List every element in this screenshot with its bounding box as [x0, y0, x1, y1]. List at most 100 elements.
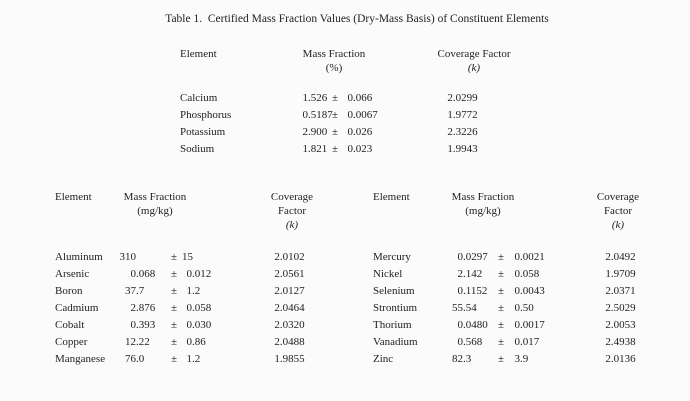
coverage-factor-value: 1.9943 [447, 143, 478, 155]
mass-fraction-value-int: 0 [457, 251, 464, 263]
coverage-factor-value: 2.0299 [447, 92, 478, 104]
plus-minus-sign: ± [170, 319, 178, 331]
mass-fraction-value-int: 82 [452, 353, 463, 365]
plus-minus-sign: ± [331, 143, 339, 155]
percent-col-header-element: Element [180, 48, 217, 60]
uncertainty-value-int: 0 [347, 109, 354, 121]
coverage-factor-value: 2.0136 [605, 353, 636, 365]
element-name: Arsenic [55, 268, 90, 280]
mass-fraction-value-frac: .0 [136, 353, 145, 365]
element-name: Strontium [373, 302, 418, 314]
mass-fraction-value-frac: .22 [136, 336, 150, 348]
uncertainty-value-frac: .058 [520, 268, 540, 280]
plus-minus-sign: ± [170, 251, 178, 263]
mgkg-left-col-header-element: Element [55, 191, 92, 203]
mgkg-right-col-header-k-symbol: (k) [611, 219, 625, 231]
plus-minus-sign: ± [170, 285, 178, 297]
coverage-factor-value: 2.4938 [605, 336, 636, 348]
coverage-factor-value: 2.0371 [605, 285, 636, 297]
table-row: Arsenic 0 .068 ± 0 .012 2.0561 [55, 266, 327, 283]
mass-fraction-value-int: 0 [130, 268, 137, 280]
mgkg-left-col-header-coverage: Coverage [270, 191, 314, 203]
plus-minus-sign: ± [331, 109, 339, 121]
element-name: Copper [55, 336, 88, 348]
uncertainty-value-int: 0 [514, 336, 521, 348]
uncertainty-value-frac: .9 [520, 353, 529, 365]
mass-fraction-value-int: 37 [125, 285, 136, 297]
uncertainty-value-frac: .0067 [353, 109, 378, 121]
percent-col-header-unit: (%) [325, 62, 343, 74]
percent-table-rows: Calcium 1 .526 ± 0 .066 2.0299 Phosphoru… [180, 90, 500, 158]
coverage-factor-value: 1.9855 [274, 353, 305, 365]
plus-minus-sign: ± [497, 251, 505, 263]
uncertainty-value-frac [192, 249, 252, 266]
mass-fraction-value-int: 12 [125, 336, 136, 348]
uncertainty-value-int: 1 [186, 353, 193, 365]
mass-fraction-value-frac [136, 249, 166, 266]
mass-fraction-value-int: 2 [130, 302, 137, 314]
uncertainty-value-frac: .066 [353, 92, 373, 104]
table-row: Cobalt 0 .393 ± 0 .030 2.0320 [55, 317, 327, 334]
uncertainty-value-frac: .2 [192, 353, 201, 365]
element-name: Manganese [55, 353, 106, 365]
uncertainty-value-int: 0 [186, 268, 193, 280]
table-row: Mercury 0 .0297 ± 0 .0021 2.0492 [373, 249, 658, 266]
mass-fraction-value-int: 2 [302, 126, 309, 138]
mass-fraction-value-int: 310 [119, 251, 137, 263]
mass-fraction-value-frac: .568 [463, 336, 483, 348]
element-name: Cadmium [55, 302, 99, 314]
mass-fraction-value-frac: .393 [136, 319, 156, 331]
element-name: Vanadium [373, 336, 418, 348]
table-row: Potassium 2 .900 ± 0 .026 2.3226 [180, 124, 500, 141]
uncertainty-value-int: 0 [514, 268, 521, 280]
mgkg-right-col-header-factor: Factor [603, 205, 633, 217]
uncertainty-value-int: 0 [514, 251, 521, 263]
uncertainty-value-frac: .017 [520, 336, 540, 348]
uncertainty-value-frac: .012 [192, 268, 212, 280]
uncertainty-value-frac: .0017 [520, 319, 545, 331]
element-name: Cobalt [55, 319, 85, 331]
coverage-factor-value: 2.0464 [274, 302, 305, 314]
plus-minus-sign: ± [170, 336, 178, 348]
table-row: Copper 12 .22 ± 0 .86 2.0488 [55, 334, 327, 351]
mass-fraction-value-frac: .1152 [463, 285, 488, 297]
element-name: Aluminum [55, 251, 103, 263]
mass-fraction-value-int: 76 [125, 353, 136, 365]
plus-minus-sign: ± [497, 302, 505, 314]
table-row: Aluminum 310 ± 15 2.0102 [55, 249, 327, 266]
mass-fraction-value-frac: .0297 [463, 251, 488, 263]
percent-col-header-coverage-factor: Coverage Factor [437, 48, 511, 60]
uncertainty-value-int: 0 [186, 302, 193, 314]
table-row: Nickel 2 .142 ± 0 .058 1.9709 [373, 266, 658, 283]
plus-minus-sign: ± [170, 302, 178, 314]
mgkg-left-col-header-unit: (mg/kg) [137, 205, 173, 217]
coverage-factor-value: 2.3226 [447, 126, 478, 138]
uncertainty-value-int: 0 [514, 319, 521, 331]
table-row: Thorium 0 .0480 ± 0 .0017 2.0053 [373, 317, 658, 334]
mgkg-right-col-header-mass-fraction: Mass Fraction [451, 191, 515, 203]
uncertainty-value-int: 0 [347, 92, 354, 104]
plus-minus-sign: ± [497, 319, 505, 331]
plus-minus-sign: ± [170, 353, 178, 365]
uncertainty-value-frac: .86 [192, 336, 206, 348]
uncertainty-value-frac: .2 [192, 285, 201, 297]
element-name: Nickel [373, 268, 403, 280]
mgkg-left-col-header-mass-fraction: Mass Fraction [123, 191, 187, 203]
uncertainty-value-int: 0 [186, 319, 193, 331]
coverage-factor-value: 2.0488 [274, 336, 305, 348]
mass-fraction-value-int: 0 [130, 319, 137, 331]
mass-fraction-value-frac: .3 [463, 353, 472, 365]
mass-fraction-value-frac: .068 [136, 268, 156, 280]
table-row: Cadmium 2 .876 ± 0 .058 2.0464 [55, 300, 327, 317]
uncertainty-value-int: 3 [514, 353, 521, 365]
element-name: Mercury [373, 251, 411, 263]
uncertainty-value-frac: .023 [353, 143, 373, 155]
plus-minus-sign: ± [170, 268, 178, 280]
uncertainty-value-int: 0 [186, 336, 193, 348]
mgkg-right-col-header-coverage: Coverage [596, 191, 640, 203]
uncertainty-value-frac: .030 [192, 319, 212, 331]
percent-col-header-mass-fraction: Mass Fraction [302, 48, 366, 60]
plus-minus-sign: ± [497, 336, 505, 348]
coverage-factor-value: 1.9772 [447, 109, 478, 121]
